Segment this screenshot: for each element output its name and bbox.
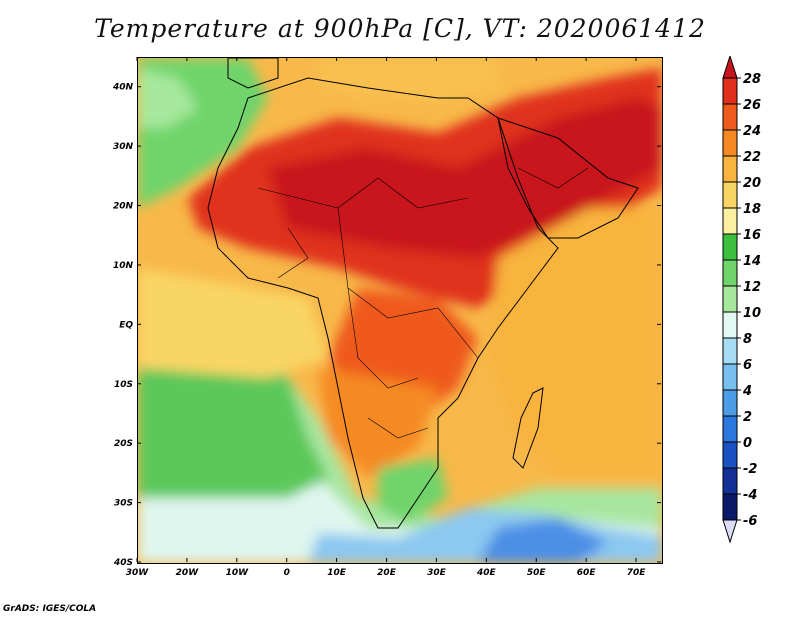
interior-border-5 <box>367 417 429 439</box>
hottest-core <box>268 98 662 258</box>
madagascar-coastline <box>512 387 544 469</box>
lon-label: 30W <box>126 568 150 578</box>
legend-color-box <box>722 77 738 105</box>
legend-bottom-triangle <box>722 519 738 544</box>
legend-label: 28 <box>743 72 761 87</box>
legend-color-box <box>722 337 738 365</box>
legend-label: 12 <box>743 280 761 295</box>
lon-label: 10W <box>226 568 250 578</box>
lon-label: 10E <box>327 568 347 578</box>
legend-color-box <box>722 441 738 469</box>
lon-label: 70E <box>627 568 647 578</box>
interior-border-2 <box>337 207 479 359</box>
lat-label: EQ <box>119 320 133 330</box>
grads-credit: GrADS: IGES/COLA <box>3 604 97 614</box>
legend-color-box <box>722 103 738 131</box>
lat-label: 40N <box>112 83 134 93</box>
legend-label: 18 <box>743 202 761 217</box>
interior-border-1 <box>257 177 469 209</box>
legend-label: -6 <box>743 514 757 529</box>
gulf-of-guinea <box>138 268 328 378</box>
lon-label: 20W <box>176 568 200 578</box>
cool-south-africa <box>378 458 448 523</box>
legend-label: 4 <box>742 384 752 399</box>
legend-top-triangle <box>722 56 738 79</box>
legend-label: 8 <box>743 332 752 347</box>
legend-label: 0 <box>743 436 752 451</box>
interior-border-6 <box>517 167 589 189</box>
lat-label: 40S <box>113 558 133 568</box>
iberia-coastline <box>227 58 279 89</box>
legend-label: 24 <box>743 124 761 139</box>
temperature-field <box>138 58 662 563</box>
temperature-map <box>137 57 663 564</box>
legend-color-box <box>722 207 738 235</box>
hot-southern-africa <box>318 368 438 478</box>
interior-border-3 <box>347 287 419 389</box>
legend-color-box <box>722 389 738 417</box>
legend-label: -4 <box>743 488 757 503</box>
legend-color-box <box>722 493 738 521</box>
legend-color-box <box>722 155 738 183</box>
legend-label: 10 <box>743 306 761 321</box>
lat-label: 10S <box>114 380 133 390</box>
legend-color-box <box>722 259 738 287</box>
legend-label: 2 <box>743 410 752 425</box>
legend-label: 14 <box>743 254 761 269</box>
legend-color-box <box>722 129 738 157</box>
legend-label: 26 <box>743 98 761 113</box>
green-atlantic <box>138 348 328 498</box>
lon-label: 50E <box>527 568 547 578</box>
map-title: Temperature at 900hPa [C], VT: 202006141… <box>94 14 706 43</box>
deep-blue-south <box>478 518 608 563</box>
legend-label: 20 <box>743 176 761 191</box>
legend-color-box <box>722 285 738 313</box>
legend-label: 16 <box>743 228 761 243</box>
lon-label: 20E <box>377 568 397 578</box>
lightblue-north-atlantic <box>138 68 198 128</box>
legend-color-box <box>722 181 738 209</box>
arabia-coastline <box>497 117 639 239</box>
legend-label: 22 <box>743 150 761 165</box>
legend-color-box <box>722 467 738 495</box>
legend-color-box <box>722 363 738 391</box>
lon-label: 30E <box>427 568 447 578</box>
legend-label: 6 <box>743 358 752 373</box>
africa-coastline <box>207 77 559 529</box>
lon-label: 60E <box>577 568 597 578</box>
legend-color-box <box>722 233 738 261</box>
lon-label: 0 <box>284 568 290 578</box>
legend-color-box <box>722 311 738 339</box>
lon-label: 40E <box>476 568 497 578</box>
lat-label: 30N <box>113 142 134 152</box>
lat-label: 10N <box>113 261 134 271</box>
indian-ocean <box>488 208 662 478</box>
interior-border-4 <box>277 227 309 279</box>
mediterranean-cool <box>318 58 498 103</box>
lat-label: 20S <box>114 439 133 449</box>
lat-label: 20N <box>113 202 134 212</box>
coastlines <box>207 58 639 529</box>
legend-color-box <box>722 415 738 443</box>
lat-label: 30S <box>114 499 133 509</box>
legend-label: -2 <box>743 462 757 477</box>
